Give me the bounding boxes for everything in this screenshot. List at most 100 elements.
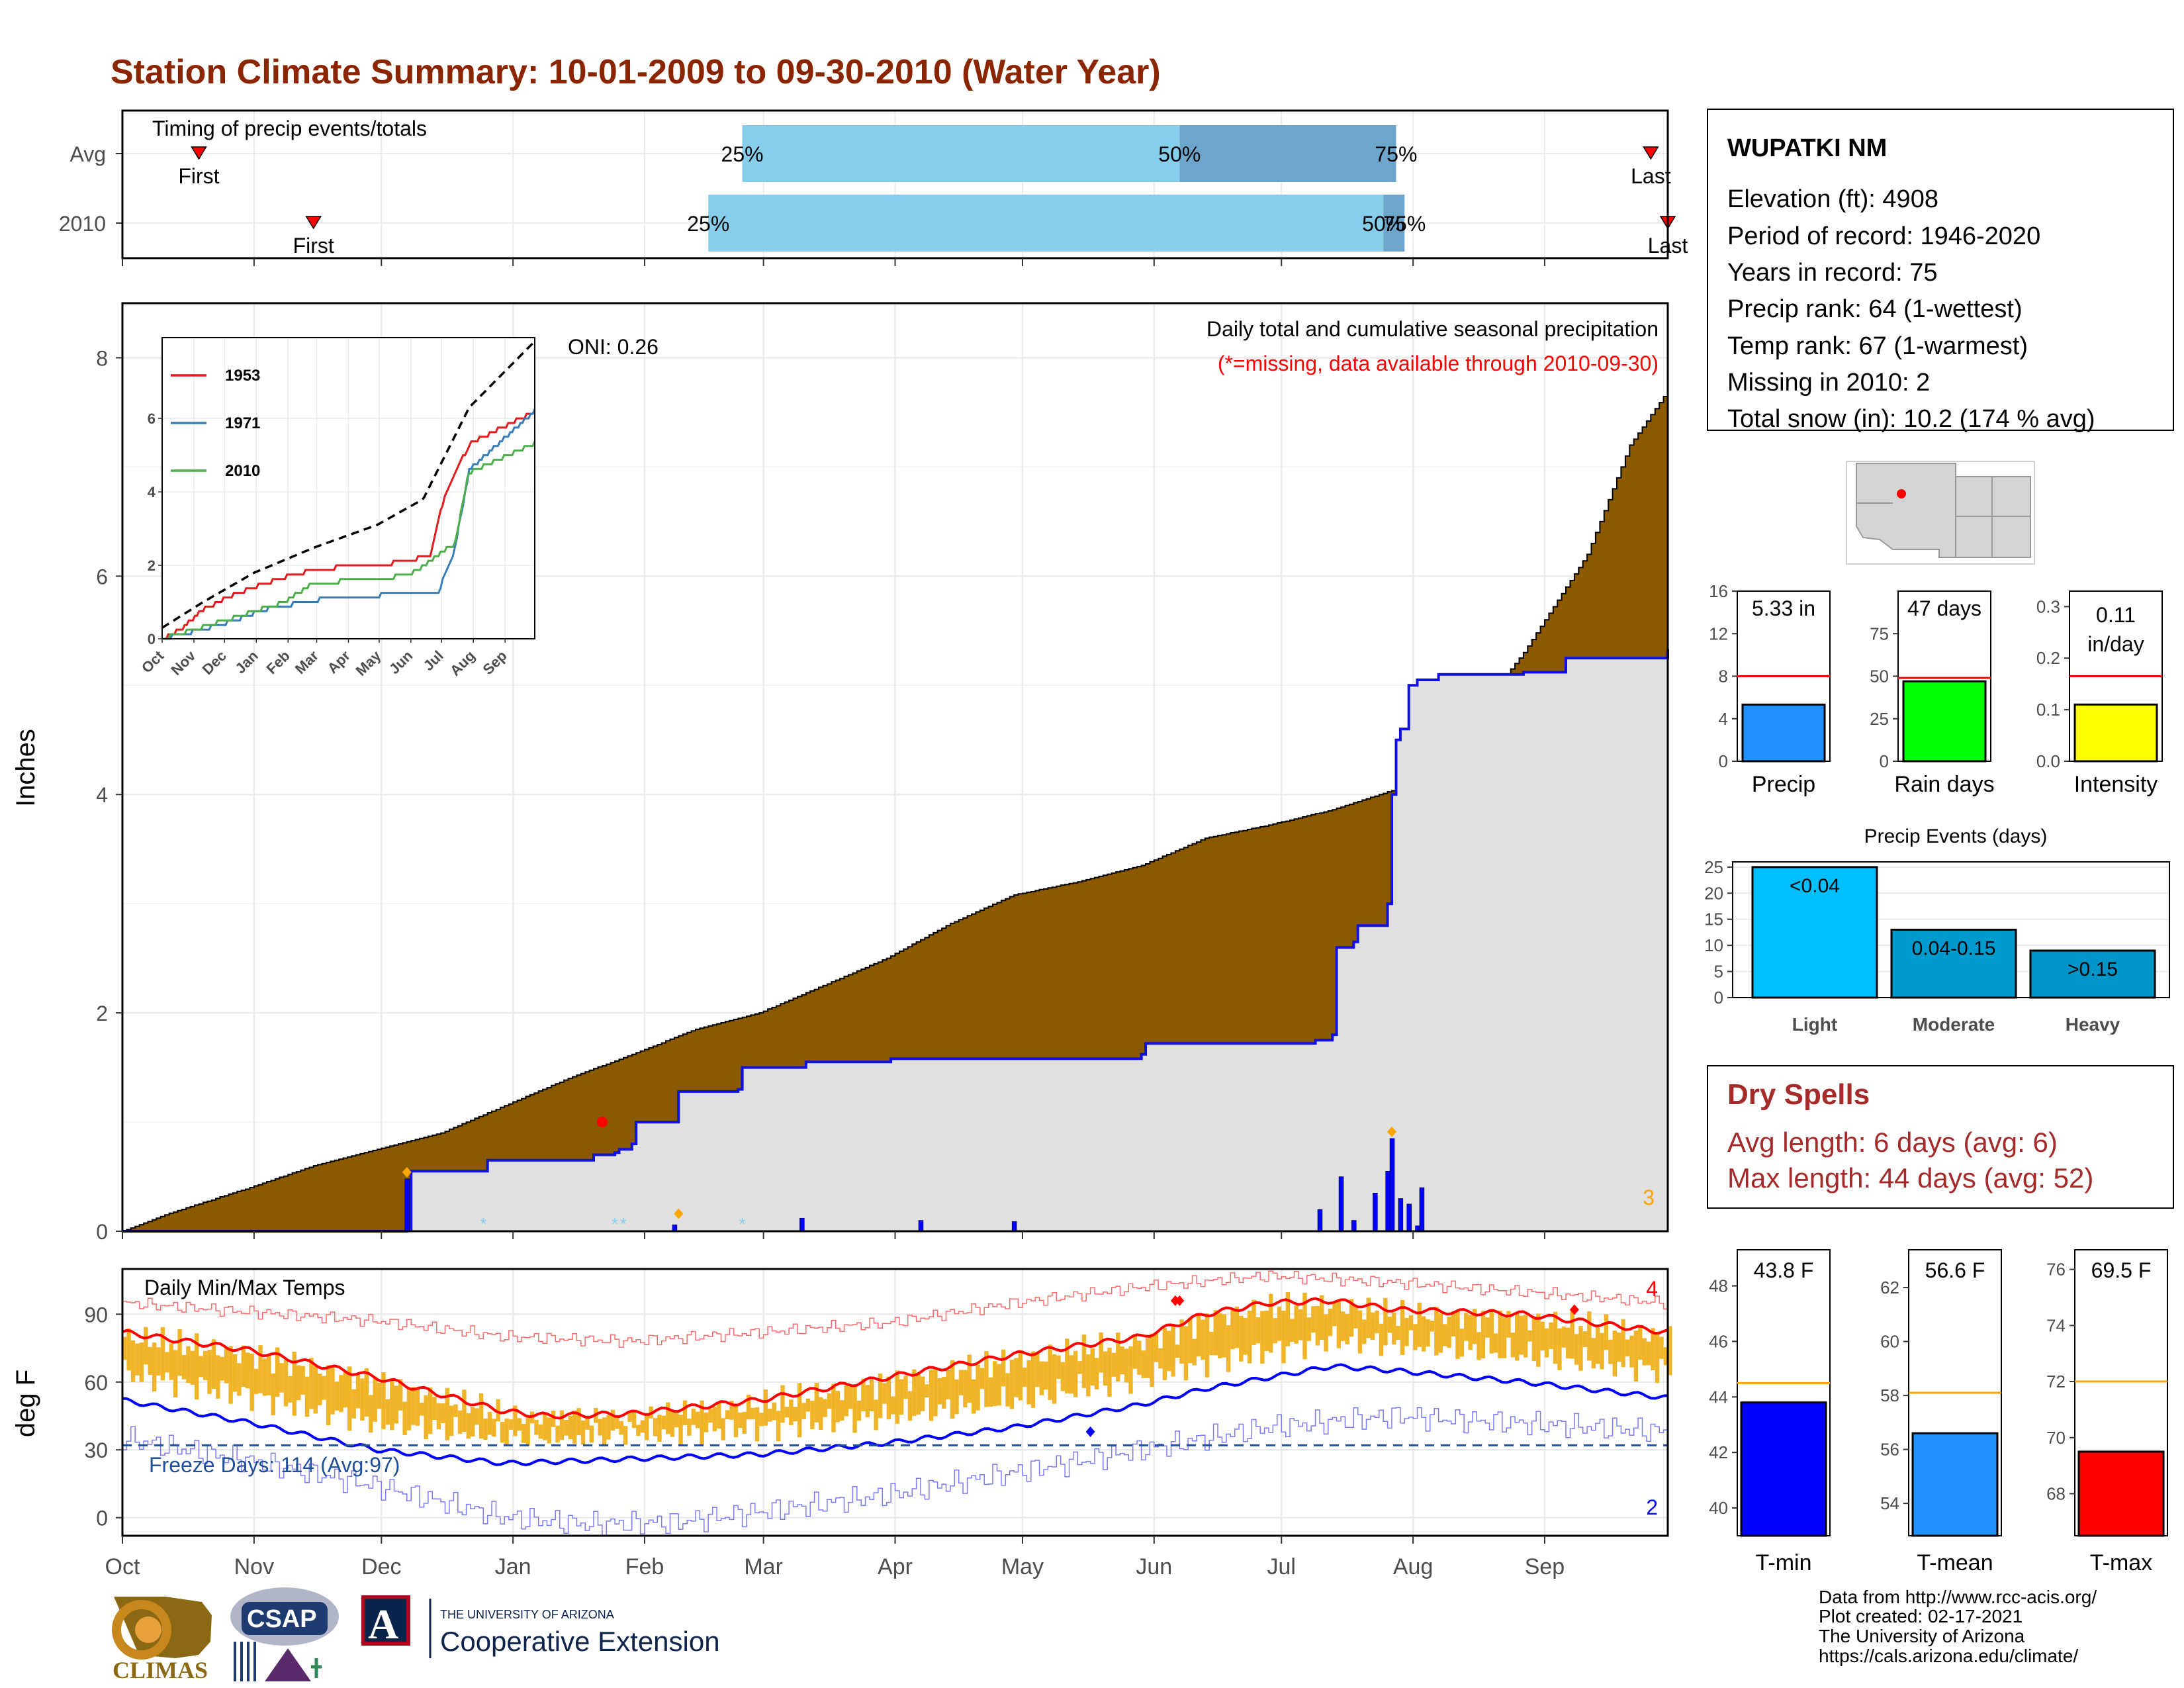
y-tick-label: 40 [1709,1498,1728,1518]
daily-temp-bar [250,1353,254,1411]
climas-logo-text: CLIMAS [113,1657,208,1683]
daily-temp-bar [148,1346,152,1375]
timing-p75-label: 75% [1383,212,1426,236]
daily-temp-bar [1353,1306,1358,1329]
daily-temp-bar [1311,1306,1316,1333]
daily-temp-bar [1434,1306,1439,1356]
daily-temp-bar [759,1413,764,1427]
daily-temp-bar [406,1387,412,1430]
inset-series-line [162,408,536,640]
y-tick-label: 0 [1880,751,1889,771]
daily-temp-bar [355,1375,361,1409]
daily-temp-bar [525,1417,530,1446]
y-tick-label: 75 [1870,624,1889,643]
daily-temp-bar [1205,1313,1210,1378]
daily-temp-bar [1167,1331,1171,1372]
station-period: Period of record: 1946-2020 [1727,222,2040,250]
daily-temp-bar [504,1418,509,1446]
daily-temp-bar [1651,1328,1655,1370]
daily-temp-bar [891,1396,895,1415]
daily-temp-bar [933,1366,938,1417]
daily-temp-bar [1128,1346,1133,1394]
month-label: Jan [495,1554,531,1579]
y-tick-label: 44 [1709,1387,1728,1407]
temp-summary-bar [1740,1401,1827,1537]
daily-temp-bar [1617,1332,1621,1362]
daily-temp-bar [1255,1317,1261,1344]
timing-bar-q2 [742,125,1180,182]
month-label: Feb [625,1554,664,1579]
csap-logo-text: CSAP [247,1605,317,1633]
daily-temp-bar [1213,1310,1218,1356]
y-tick-label: 0 [1714,988,1723,1008]
daily-temp-bar [1035,1352,1040,1387]
daily-temp-bar [1459,1329,1465,1357]
daily-temp-bar [1336,1299,1342,1348]
y-tick-label: 15 [1704,910,1723,929]
y-tick-label: 6 [96,565,108,588]
summary-bar-charts: 0 4 8 12 16 5.33 in Precip 0 25 50 75 47 days Rain d… [1709,581,2163,797]
y-tick-label: 62 [1880,1278,1899,1297]
month-label: Sep [1525,1554,1565,1579]
precip-y-axis-label: Inches [11,729,40,807]
temp-summary-label: T-min [1756,1550,1812,1575]
timing-row-label: 2010 [59,212,106,236]
daily-temp-bar [432,1397,437,1421]
daily-temp-bar [390,1381,394,1430]
daily-temp-bar [958,1370,964,1395]
daily-temp-bar [1116,1333,1120,1382]
event-bar-label: >0.15 [2068,959,2118,980]
daily-temp-bar [241,1345,246,1387]
daily-temp-bar [793,1407,797,1422]
summary-value-label: 5.33 in [1752,596,1815,620]
max-event-marker [1387,1126,1397,1137]
daily-temp-bar [253,1368,259,1394]
daily-temp-bar [165,1352,169,1373]
daily-temp-bar [1069,1355,1073,1394]
daily-temp-bar [1251,1299,1256,1345]
page-title: Station Climate Summary: 10-01-2009 to 0… [111,53,1161,91]
y-tick-label: 46 [1709,1331,1728,1351]
daily-temp-bar [1544,1328,1549,1358]
temp-max-count: 4 [1646,1277,1658,1301]
station-elevation: Elevation (ft): 4908 [1727,185,1938,213]
daily-temp-bar [1243,1317,1248,1355]
daily-temp-bar [1319,1295,1324,1340]
daily-temp-bar [313,1366,318,1414]
daily-temp-bar [237,1363,242,1396]
daily-temp-bar [848,1385,853,1409]
daily-precip-bar [1351,1220,1357,1232]
daily-temp-bar [1162,1328,1167,1380]
daily-temp-bar [339,1375,343,1413]
daily-temp-bar [886,1376,891,1420]
daily-temp-bar [322,1376,326,1400]
daily-temp-bar [1400,1299,1405,1355]
daily-temp-bar [343,1372,347,1408]
ua-logo-letter: A [368,1601,398,1648]
daily-temp-bar [326,1365,331,1426]
temp-summary-bar [2077,1450,2165,1537]
temp-panel-title: Daily Min/Max Temps [144,1276,345,1299]
daily-temp-bar [907,1391,913,1421]
daily-temp-bar [152,1342,157,1391]
daily-temp-bar [708,1409,713,1423]
daily-temp-bar [1493,1333,1498,1353]
inset-series-line [162,441,536,640]
daily-temp-bar [602,1417,607,1447]
daily-temp-bar [997,1364,1001,1406]
y-tick-label: 25 [1870,709,1889,729]
station-missing: Missing in 2010: 2 [1727,369,1930,397]
daily-temp-bar [436,1403,441,1430]
daily-temp-bar [394,1385,398,1424]
daily-temp-bar [1638,1325,1643,1360]
daily-temp-bar [500,1421,505,1443]
daily-temp-bar [513,1405,518,1436]
timing-bar-q3 [1179,125,1396,182]
daily-temp-bar [619,1421,623,1435]
daily-temp-bar [1396,1325,1400,1340]
dry-spells-box: Dry Spells Avg length: 6 days (avg: 6) M… [1707,1065,2174,1209]
daily-temp-bar [1612,1331,1617,1377]
daily-temp-bar [1294,1305,1298,1344]
daily-temp-bar [589,1425,594,1443]
daily-temp-bar [334,1382,340,1411]
